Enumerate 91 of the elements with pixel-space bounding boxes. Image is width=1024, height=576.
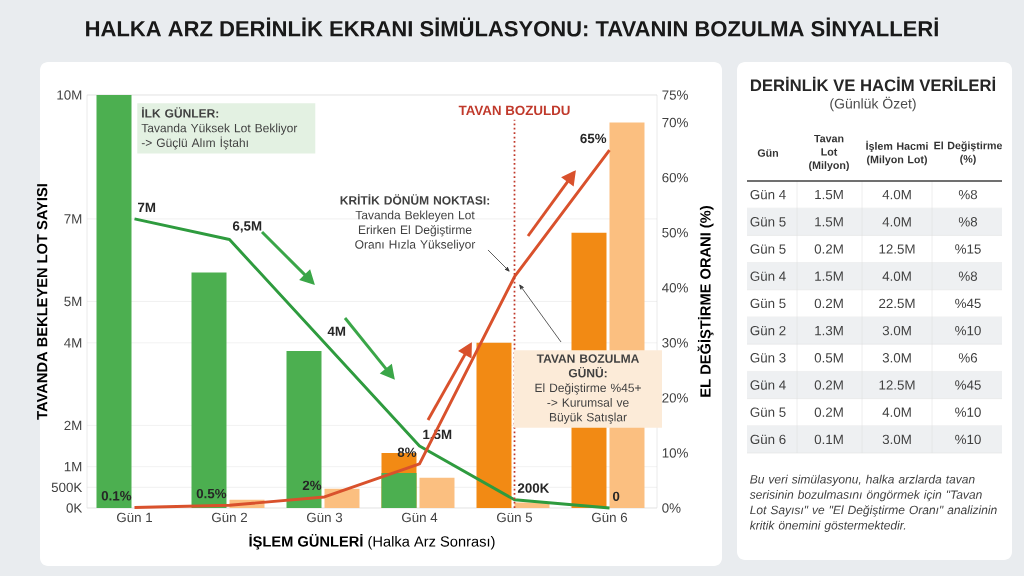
category-label: Gün <box>757 149 779 157</box>
text: 1.5M <box>815 271 843 281</box>
text: 4.0M <box>882 217 911 227</box>
annotation: Tavanda Yüksek Lot Bekliyor -> Güçlü Alım İştahı <box>141 123 298 150</box>
text: 4.0M <box>882 189 911 200</box>
y-axis-title: TAVANDA BEKLEYEN LOT SAYISI <box>36 184 48 420</box>
text: 4.0M <box>882 271 911 281</box>
y2-tick-label: 40% <box>662 283 688 293</box>
data-label: 6,5M <box>232 221 262 233</box>
x-tick-label: Gün 6 <box>592 512 628 523</box>
x-tick-label: Gün 4 <box>402 512 438 523</box>
text: Bu veri simülasyonu, halka arzlarda tavan serisinin bozulmasını öngörmek için "Tavan Lot Sayısı" ve "El Değiştirme Oranı" analizinin kritik önemini göstermektedir. <box>749 474 997 532</box>
bar <box>191 272 227 508</box>
x-tick-label: Gün 1 <box>117 512 153 523</box>
text: %15 <box>955 244 981 254</box>
text: 0.1M <box>814 434 843 445</box>
bar <box>286 351 322 508</box>
y-tick-label: 7M <box>64 214 82 224</box>
text: 3.0M <box>882 325 911 336</box>
x-axis-title: İŞLEM GÜNLERİ (Halka Arz Sonrası) <box>249 533 495 550</box>
y-tick-label: 2M <box>64 420 82 431</box>
annotation: İLK GÜNLER: <box>142 107 219 118</box>
data-label: 200K <box>517 483 550 493</box>
text: Gün 4 <box>750 271 786 281</box>
text: %8 <box>958 271 978 281</box>
text: DERİNLİK VE HACİM VERİLERİ <box>750 76 996 92</box>
text: %8 <box>958 217 978 227</box>
annotation: Tavanda Bekleyen Lot Erirken El Değiştirme Oranı Hızla Yükseliyor <box>355 210 476 252</box>
text: 12.5M <box>879 380 915 390</box>
text: %10 <box>955 434 981 445</box>
text: %10 <box>955 325 981 336</box>
text: 0.5M <box>814 353 843 363</box>
text: %10 <box>955 407 981 417</box>
data-label: 7M <box>138 202 156 212</box>
y2-tick-label: 60% <box>662 172 688 183</box>
text: 3.0M <box>882 434 911 445</box>
text: 3.0M <box>882 353 911 363</box>
text: Gün 6 <box>750 434 786 445</box>
text: %8 <box>958 189 978 200</box>
annotation: TAVAN BOZULMA GÜNÜ: <box>536 354 639 378</box>
ref-line-label: TAVAN BOZULDU <box>458 105 570 116</box>
text: Gün 5 <box>750 244 786 254</box>
text: 0.2M <box>814 244 843 254</box>
text: Gün 5 <box>750 298 786 309</box>
text: 1.5M <box>815 217 843 227</box>
text: 22.5M <box>879 298 915 309</box>
y2-tick-label: 20% <box>662 393 688 403</box>
y2-tick-label: 75% <box>662 90 688 100</box>
y2-tick-label: 10% <box>662 448 688 458</box>
y2-tick-label: 0% <box>662 503 681 513</box>
text: Gün 5 <box>750 407 786 417</box>
text: 1.3M <box>815 325 843 336</box>
text: %45 <box>955 380 981 390</box>
text: %45 <box>955 298 981 309</box>
text: 0.2M <box>814 407 843 417</box>
text: 0.2M <box>814 298 843 309</box>
annotation: KRİTİK DÖNÜM NOKTASI: <box>340 194 490 205</box>
y2-axis-title: EL DEĞİŞTİRME ORANI (%) <box>697 206 714 397</box>
data-label: 0 <box>612 491 620 502</box>
chart-title: HALKA ARZ DERİNLİK EKRANI SİMÜLASYONU: TAVANIN BOZULMA SİNYALLERİ <box>86 17 938 37</box>
x-tick-label: Gün 5 <box>497 512 533 523</box>
y-tick-label: 0K <box>66 503 83 513</box>
text: Gün 4 <box>750 380 786 390</box>
category-label: El Değiştirme (%) <box>934 141 1003 165</box>
bar <box>96 95 132 508</box>
text: 4.0M <box>882 407 911 417</box>
annotation: El Değiştirme %45+ -> Kurumsal ve Büyük Satışlar <box>535 383 641 424</box>
text: Gün 4 <box>750 189 786 200</box>
y-tick-label: 5M <box>64 296 82 307</box>
x-tick-label: Gün 3 <box>307 512 343 523</box>
text: Gün 3 <box>750 353 786 363</box>
text: 0.2M <box>814 380 843 390</box>
bar <box>476 342 512 508</box>
y2-tick-label: 70% <box>662 117 688 128</box>
text: %6 <box>958 353 978 363</box>
x-tick-label: Gün 2 <box>212 512 247 523</box>
y2-tick-label: 50% <box>662 227 688 238</box>
category-label: İşlem Hacmi (Milyon Lot) <box>866 140 928 166</box>
text: (Günlük Özet) <box>830 96 916 112</box>
data-label: 4M <box>327 326 346 336</box>
y-tick-label: 4M <box>64 338 82 348</box>
category-label: Tavan Lot (Milyon) <box>809 134 849 172</box>
text: 12.5M <box>879 244 915 254</box>
y-tick-label: 10M <box>57 90 82 100</box>
text: Gün 5 <box>750 217 786 227</box>
text: Gün 2 <box>750 325 786 336</box>
y-tick-label: 500K <box>51 482 83 493</box>
data-label: 65% <box>580 133 607 144</box>
y-tick-label: 1M <box>64 462 82 472</box>
y2-tick-label: 30% <box>662 338 688 348</box>
text: 1.5M <box>815 189 843 200</box>
